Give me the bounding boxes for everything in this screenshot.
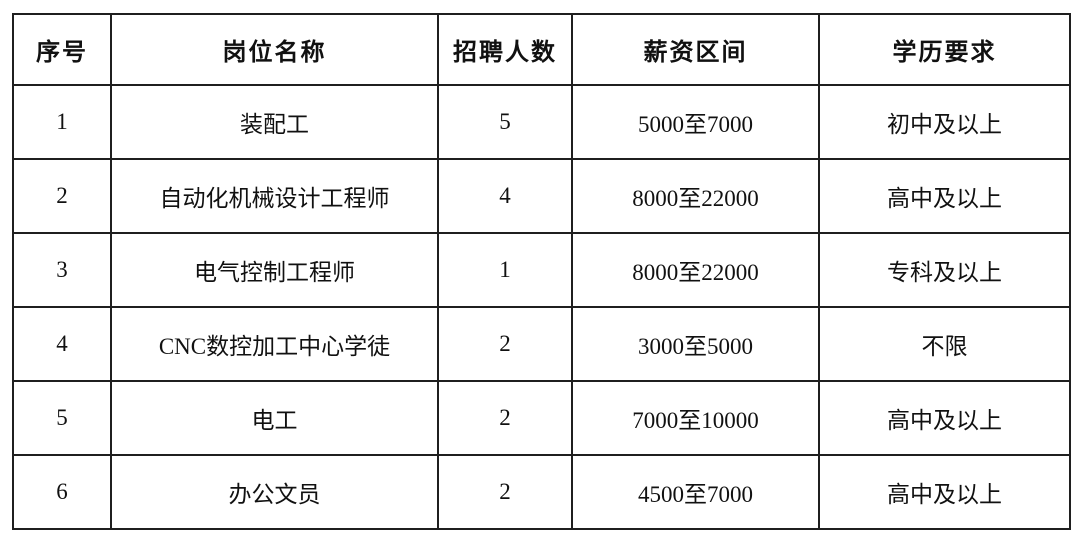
table-cell: 电工 <box>110 380 439 456</box>
table-row: 2 自动化机械设计工程师 4 8000至22000 高中及以上 <box>12 158 1071 234</box>
table-cell: 不限 <box>818 306 1071 382</box>
table-cell: 4500至7000 <box>571 454 820 530</box>
header-cell-serial-number: 序号 <box>12 13 112 86</box>
table-cell: 初中及以上 <box>818 84 1071 160</box>
table-row: 4 CNC数控加工中心学徒 2 3000至5000 不限 <box>12 306 1071 382</box>
table-cell: 4 <box>12 306 112 382</box>
header-cell-headcount: 招聘人数 <box>437 13 573 86</box>
header-cell-position-name: 岗位名称 <box>110 13 439 86</box>
table-cell: 7000至10000 <box>571 380 820 456</box>
table-row: 6 办公文员 2 4500至7000 高中及以上 <box>12 454 1071 530</box>
table-cell: 高中及以上 <box>818 380 1071 456</box>
header-cell-salary-range: 薪资区间 <box>571 13 820 86</box>
table-cell: 5000至7000 <box>571 84 820 160</box>
table-cell: 专科及以上 <box>818 232 1071 308</box>
table-header: 序号 岗位名称 招聘人数 薪资区间 学历要求 <box>12 13 1071 86</box>
table-cell: 2 <box>12 158 112 234</box>
table-cell: 2 <box>437 454 573 530</box>
table-cell: 2 <box>437 306 573 382</box>
table-cell: 高中及以上 <box>818 158 1071 234</box>
table-body: 1 装配工 5 5000至7000 初中及以上 2 自动化机械设计工程师 4 8000至2200… <box>12 84 1071 530</box>
table-cell: 办公文员 <box>110 454 439 530</box>
table-cell: 8000至22000 <box>571 232 820 308</box>
recruitment-table: 序号 岗位名称 招聘人数 薪资区间 学历要求 1 装配工 5 5000至7000 初中及… <box>12 13 1071 530</box>
table-row: 1 装配工 5 5000至7000 初中及以上 <box>12 84 1071 160</box>
table-row: 3 电气控制工程师 1 8000至22000 专科及以上 <box>12 232 1071 308</box>
table-cell: 装配工 <box>110 84 439 160</box>
header-row: 序号 岗位名称 招聘人数 薪资区间 学历要求 <box>12 13 1071 86</box>
table-row: 5 电工 2 7000至10000 高中及以上 <box>12 380 1071 456</box>
table-cell: 3000至5000 <box>571 306 820 382</box>
table-cell: 1 <box>437 232 573 308</box>
table-cell: 1 <box>12 84 112 160</box>
table-cell: 3 <box>12 232 112 308</box>
table-cell: 高中及以上 <box>818 454 1071 530</box>
table-cell: 自动化机械设计工程师 <box>110 158 439 234</box>
table-cell: 电气控制工程师 <box>110 232 439 308</box>
table-cell: 5 <box>12 380 112 456</box>
table-cell: 8000至22000 <box>571 158 820 234</box>
table-cell: 5 <box>437 84 573 160</box>
table-cell: 4 <box>437 158 573 234</box>
table-cell: 6 <box>12 454 112 530</box>
header-cell-education-requirement: 学历要求 <box>818 13 1071 86</box>
table-cell: CNC数控加工中心学徒 <box>110 306 439 382</box>
table-cell: 2 <box>437 380 573 456</box>
